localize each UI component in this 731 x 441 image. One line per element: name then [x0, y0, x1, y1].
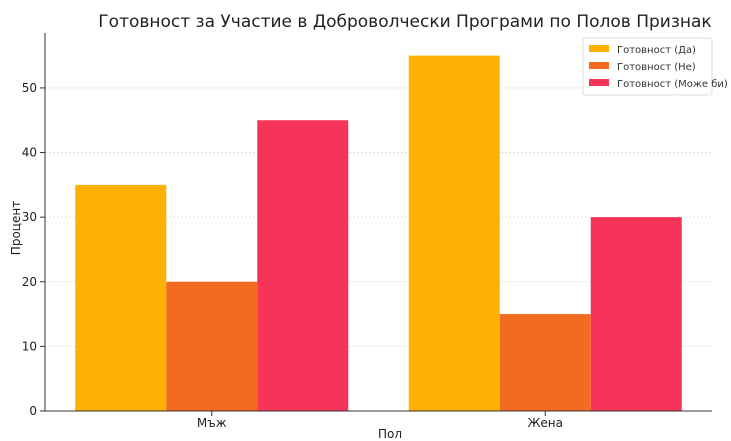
legend-label: Готовност (Може би) [617, 79, 728, 90]
y-tick-label: 30 [22, 210, 37, 224]
x-ticks: Мъж Жена [197, 411, 563, 430]
y-tick-label: 40 [22, 146, 37, 160]
legend-swatch [589, 62, 609, 69]
bar [408, 55, 500, 411]
legend-swatch [589, 79, 609, 86]
bar [499, 314, 591, 411]
legend-label: Готовност (Да) [617, 45, 696, 56]
y-tick-label: 50 [22, 81, 37, 95]
bar [590, 217, 682, 411]
x-tick-label: Мъж [197, 416, 227, 430]
bar [257, 120, 349, 411]
chart-title: Готовност за Участие в Доброволчески Про… [98, 12, 711, 32]
legend-label: Готовност (Не) [617, 62, 696, 73]
legend: Готовност (Да) Готовност (Не) Готовност (М… [582, 37, 728, 96]
grid [45, 87, 712, 347]
legend-box [582, 37, 713, 96]
y-ticks: 0 10 20 30 40 50 [22, 81, 45, 418]
bar [75, 184, 167, 411]
legend-swatch [589, 45, 609, 52]
y-tick-label: 0 [29, 404, 37, 418]
y-axis-label: Процент [9, 201, 23, 255]
y-tick-label: 20 [22, 275, 37, 289]
bars [75, 55, 682, 411]
x-tick-label: Жена [527, 416, 563, 430]
bar [166, 281, 258, 411]
x-axis-label: Пол [378, 427, 402, 441]
y-tick-label: 10 [22, 339, 37, 353]
